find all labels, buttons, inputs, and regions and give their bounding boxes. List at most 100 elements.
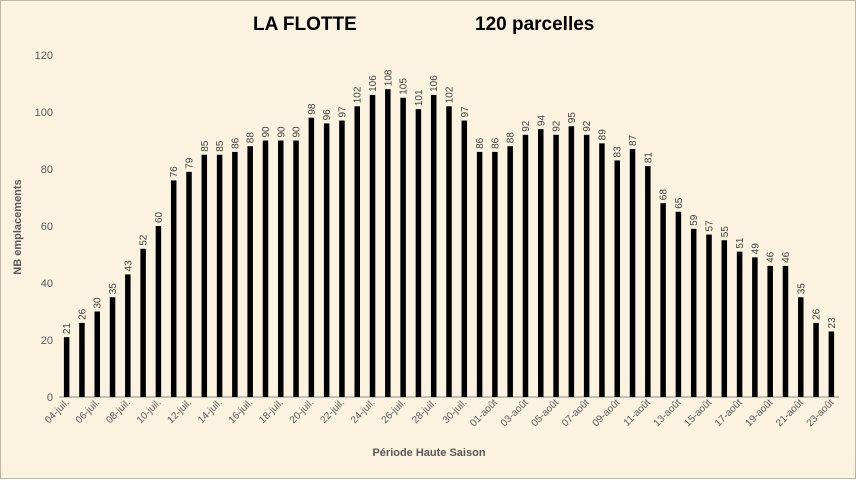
x-tick-label: 24-juil.: [349, 397, 378, 426]
y-axis-label: NB emplacements: [12, 179, 24, 275]
x-tick-label: 10-juil.: [135, 397, 164, 426]
x-tick-label: 05-août: [529, 397, 561, 429]
data-label: 98: [307, 103, 318, 115]
data-label: 90: [261, 126, 272, 138]
bar: [690, 228, 697, 397]
bar: [278, 140, 284, 397]
data-label: 23: [827, 317, 838, 329]
data-label: 52: [139, 234, 150, 246]
bar: [660, 203, 666, 397]
bar: [63, 337, 70, 397]
bar: [186, 171, 192, 397]
data-label: 30: [93, 297, 104, 309]
bar: [752, 257, 758, 397]
bar: [323, 123, 330, 398]
x-tick-label: 09-août: [591, 397, 623, 429]
bar: [140, 248, 146, 397]
x-tick-label: 16-juil.: [227, 397, 256, 426]
data-label: 92: [582, 120, 593, 132]
x-tick-label: 28-juil.: [410, 397, 439, 426]
data-label: 46: [766, 251, 777, 263]
data-label: 57: [705, 220, 716, 232]
bar: [706, 234, 712, 397]
bar: [568, 126, 575, 397]
data-label: 83: [613, 146, 624, 158]
data-label: 102: [445, 86, 456, 103]
data-label: 88: [506, 132, 517, 144]
data-label: 86: [490, 137, 501, 149]
bar: [262, 140, 269, 397]
data-label: 76: [169, 166, 180, 178]
y-tick-label: 80: [41, 164, 53, 176]
x-tick-label: 14-juil.: [196, 397, 225, 426]
bar: [461, 120, 468, 398]
data-label: 60: [154, 211, 165, 223]
x-tick-label: 21-août: [774, 397, 806, 429]
bar: [583, 134, 590, 398]
y-tick-label: 0: [47, 392, 53, 404]
bar: [813, 322, 819, 397]
x-tick-label: 18-juil.: [257, 397, 286, 426]
data-label: 51: [735, 237, 746, 249]
x-tick-label: 07-août: [560, 397, 592, 429]
bar: [354, 106, 360, 398]
data-label: 86: [475, 137, 486, 149]
bar: [538, 129, 544, 397]
data-label: 35: [108, 283, 119, 295]
bar: [614, 160, 620, 397]
bar: [599, 143, 605, 397]
bar: [492, 151, 498, 397]
bar: [125, 274, 131, 397]
bar: [216, 154, 223, 397]
y-tick-label: 120: [35, 50, 53, 62]
data-label: 46: [781, 251, 792, 263]
bar: [247, 146, 253, 397]
data-label: 92: [521, 120, 532, 132]
x-axis-label: Période Haute Saison: [372, 447, 486, 459]
data-label: 106: [429, 75, 440, 92]
data-label: 43: [123, 260, 134, 272]
bar: [553, 134, 559, 398]
bar: [446, 106, 452, 398]
bar: [828, 331, 835, 397]
bar: [522, 134, 529, 398]
chart-subtitle: 120 parcelles: [475, 14, 595, 35]
bar: [415, 109, 422, 398]
data-label: 26: [812, 308, 823, 320]
x-tick-label: 13-août: [652, 397, 684, 429]
data-label: 79: [185, 157, 196, 169]
data-label: 21: [62, 323, 73, 335]
bar: [629, 149, 636, 397]
bar: [369, 94, 376, 398]
bar: [645, 166, 651, 397]
data-label: 49: [750, 243, 761, 255]
data-label: 96: [322, 109, 333, 121]
bar: [476, 151, 483, 397]
bar: [400, 97, 406, 397]
y-tick-label: 40: [41, 278, 53, 290]
data-label: 65: [674, 197, 685, 209]
bar: [155, 226, 162, 397]
bar: [201, 154, 208, 397]
bar: [430, 94, 437, 398]
data-label: 85: [215, 140, 226, 152]
bar: [782, 265, 789, 397]
y-tick-label: 100: [35, 107, 53, 119]
x-tick-label: 26-juil.: [380, 397, 409, 426]
bar: [94, 311, 100, 397]
data-label: 89: [597, 129, 608, 141]
data-label: 35: [796, 283, 807, 295]
data-label: 105: [399, 78, 410, 95]
x-tick-label: 22-juil.: [318, 397, 347, 426]
data-label: 90: [292, 126, 303, 138]
x-tick-label: 17-août: [713, 397, 745, 429]
data-label: 108: [383, 69, 394, 86]
x-tick-label: 30-juil.: [441, 397, 470, 426]
y-tick-label: 60: [41, 221, 53, 233]
x-tick-label: 20-juil.: [288, 397, 317, 426]
bar: [232, 151, 238, 397]
data-label: 106: [368, 75, 379, 92]
bar: [675, 211, 682, 397]
